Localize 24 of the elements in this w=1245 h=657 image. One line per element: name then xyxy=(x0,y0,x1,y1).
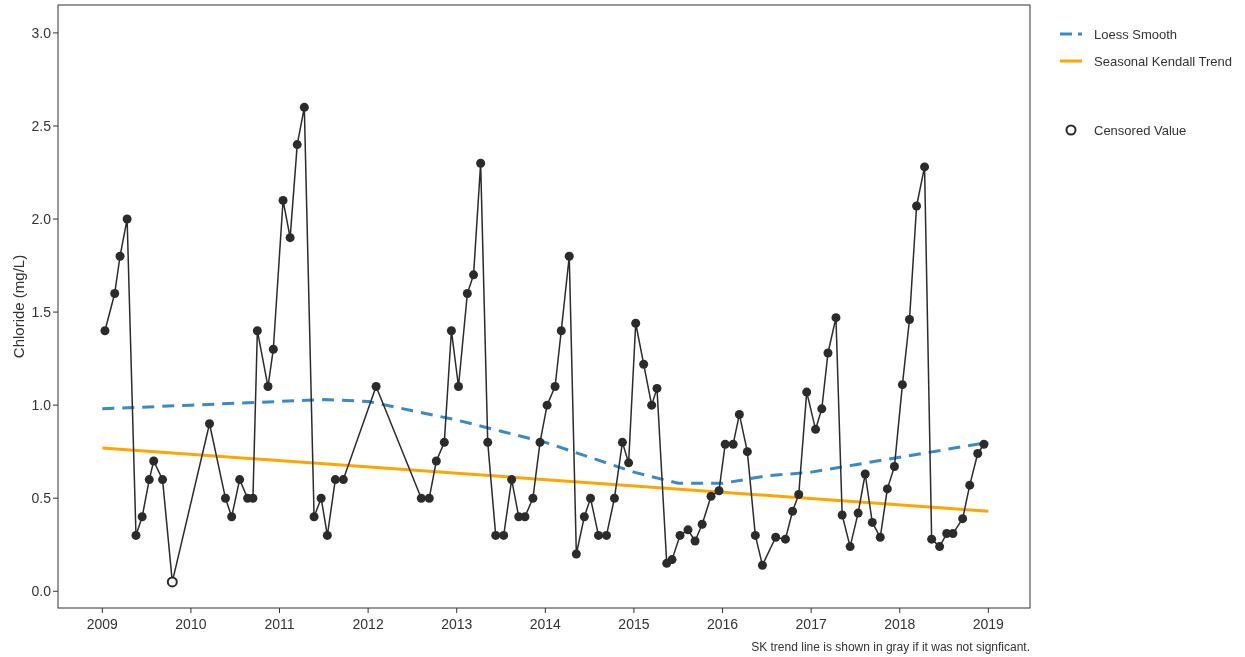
x-tick-label: 2018 xyxy=(884,616,916,632)
legend-label: Loess Smooth xyxy=(1094,27,1178,42)
x-tick-label: 2010 xyxy=(175,616,207,632)
y-tick-label: 0.0 xyxy=(31,583,52,600)
x-tick-label: 2019 xyxy=(972,616,1005,632)
x-tick-label: 2016 xyxy=(706,616,739,632)
x-tick-label: 2014 xyxy=(529,616,562,632)
x-tick-label: 2012 xyxy=(352,616,384,632)
x-tick-label: 2013 xyxy=(441,616,473,632)
legend-label: Seasonal Kendall Trend xyxy=(1094,54,1233,69)
x-tick-label: 2009 xyxy=(86,616,119,632)
y-tick-label: 1.5 xyxy=(31,304,52,321)
line-series xyxy=(100,398,990,485)
y-tick-label: 3.0 xyxy=(31,24,52,41)
y-axis-title: Chloride (mg/L) xyxy=(10,254,27,359)
legend-label: Censored Value xyxy=(1094,123,1187,138)
text: SK trend line is shown in gray if it was not signficant. xyxy=(751,640,1030,654)
y-tick-label: 1.0 xyxy=(31,397,52,414)
x-tick-label: 2015 xyxy=(618,616,650,632)
y-tick-label: 2.5 xyxy=(31,117,52,134)
x-tick-label: 2017 xyxy=(795,616,827,632)
x-tick-label: 2011 xyxy=(264,616,295,632)
y-tick-label: 2.0 xyxy=(31,211,52,228)
y-tick-label: 0.5 xyxy=(31,490,52,507)
